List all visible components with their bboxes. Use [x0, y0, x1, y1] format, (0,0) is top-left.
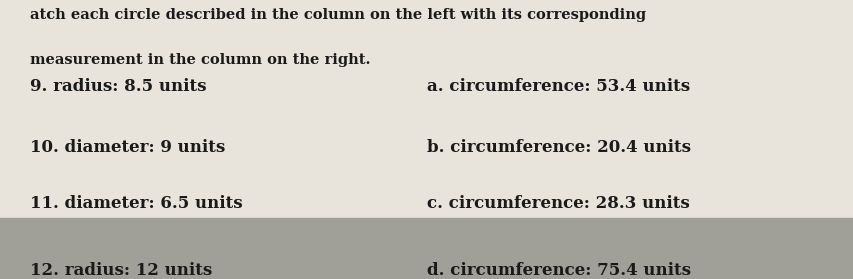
Text: c. circumference: 28.3 units: c. circumference: 28.3 units	[426, 195, 689, 212]
Text: 9. radius: 8.5 units: 9. radius: 8.5 units	[30, 78, 206, 95]
Text: atch each circle described in the column on the left with its corresponding: atch each circle described in the column…	[30, 8, 645, 22]
Text: 11. diameter: 6.5 units: 11. diameter: 6.5 units	[30, 195, 242, 212]
Text: a. circumference: 53.4 units: a. circumference: 53.4 units	[426, 78, 689, 95]
Bar	[0, 0, 853, 218]
Text: measurement in the column on the right.: measurement in the column on the right.	[30, 53, 370, 67]
Text: d. circumference: 75.4 units: d. circumference: 75.4 units	[426, 262, 690, 279]
Text: 10. diameter: 9 units: 10. diameter: 9 units	[30, 140, 225, 157]
Text: b. circumference: 20.4 units: b. circumference: 20.4 units	[426, 140, 690, 157]
Text: 12. radius: 12 units: 12. radius: 12 units	[30, 262, 212, 279]
Bar	[0, 218, 853, 279]
